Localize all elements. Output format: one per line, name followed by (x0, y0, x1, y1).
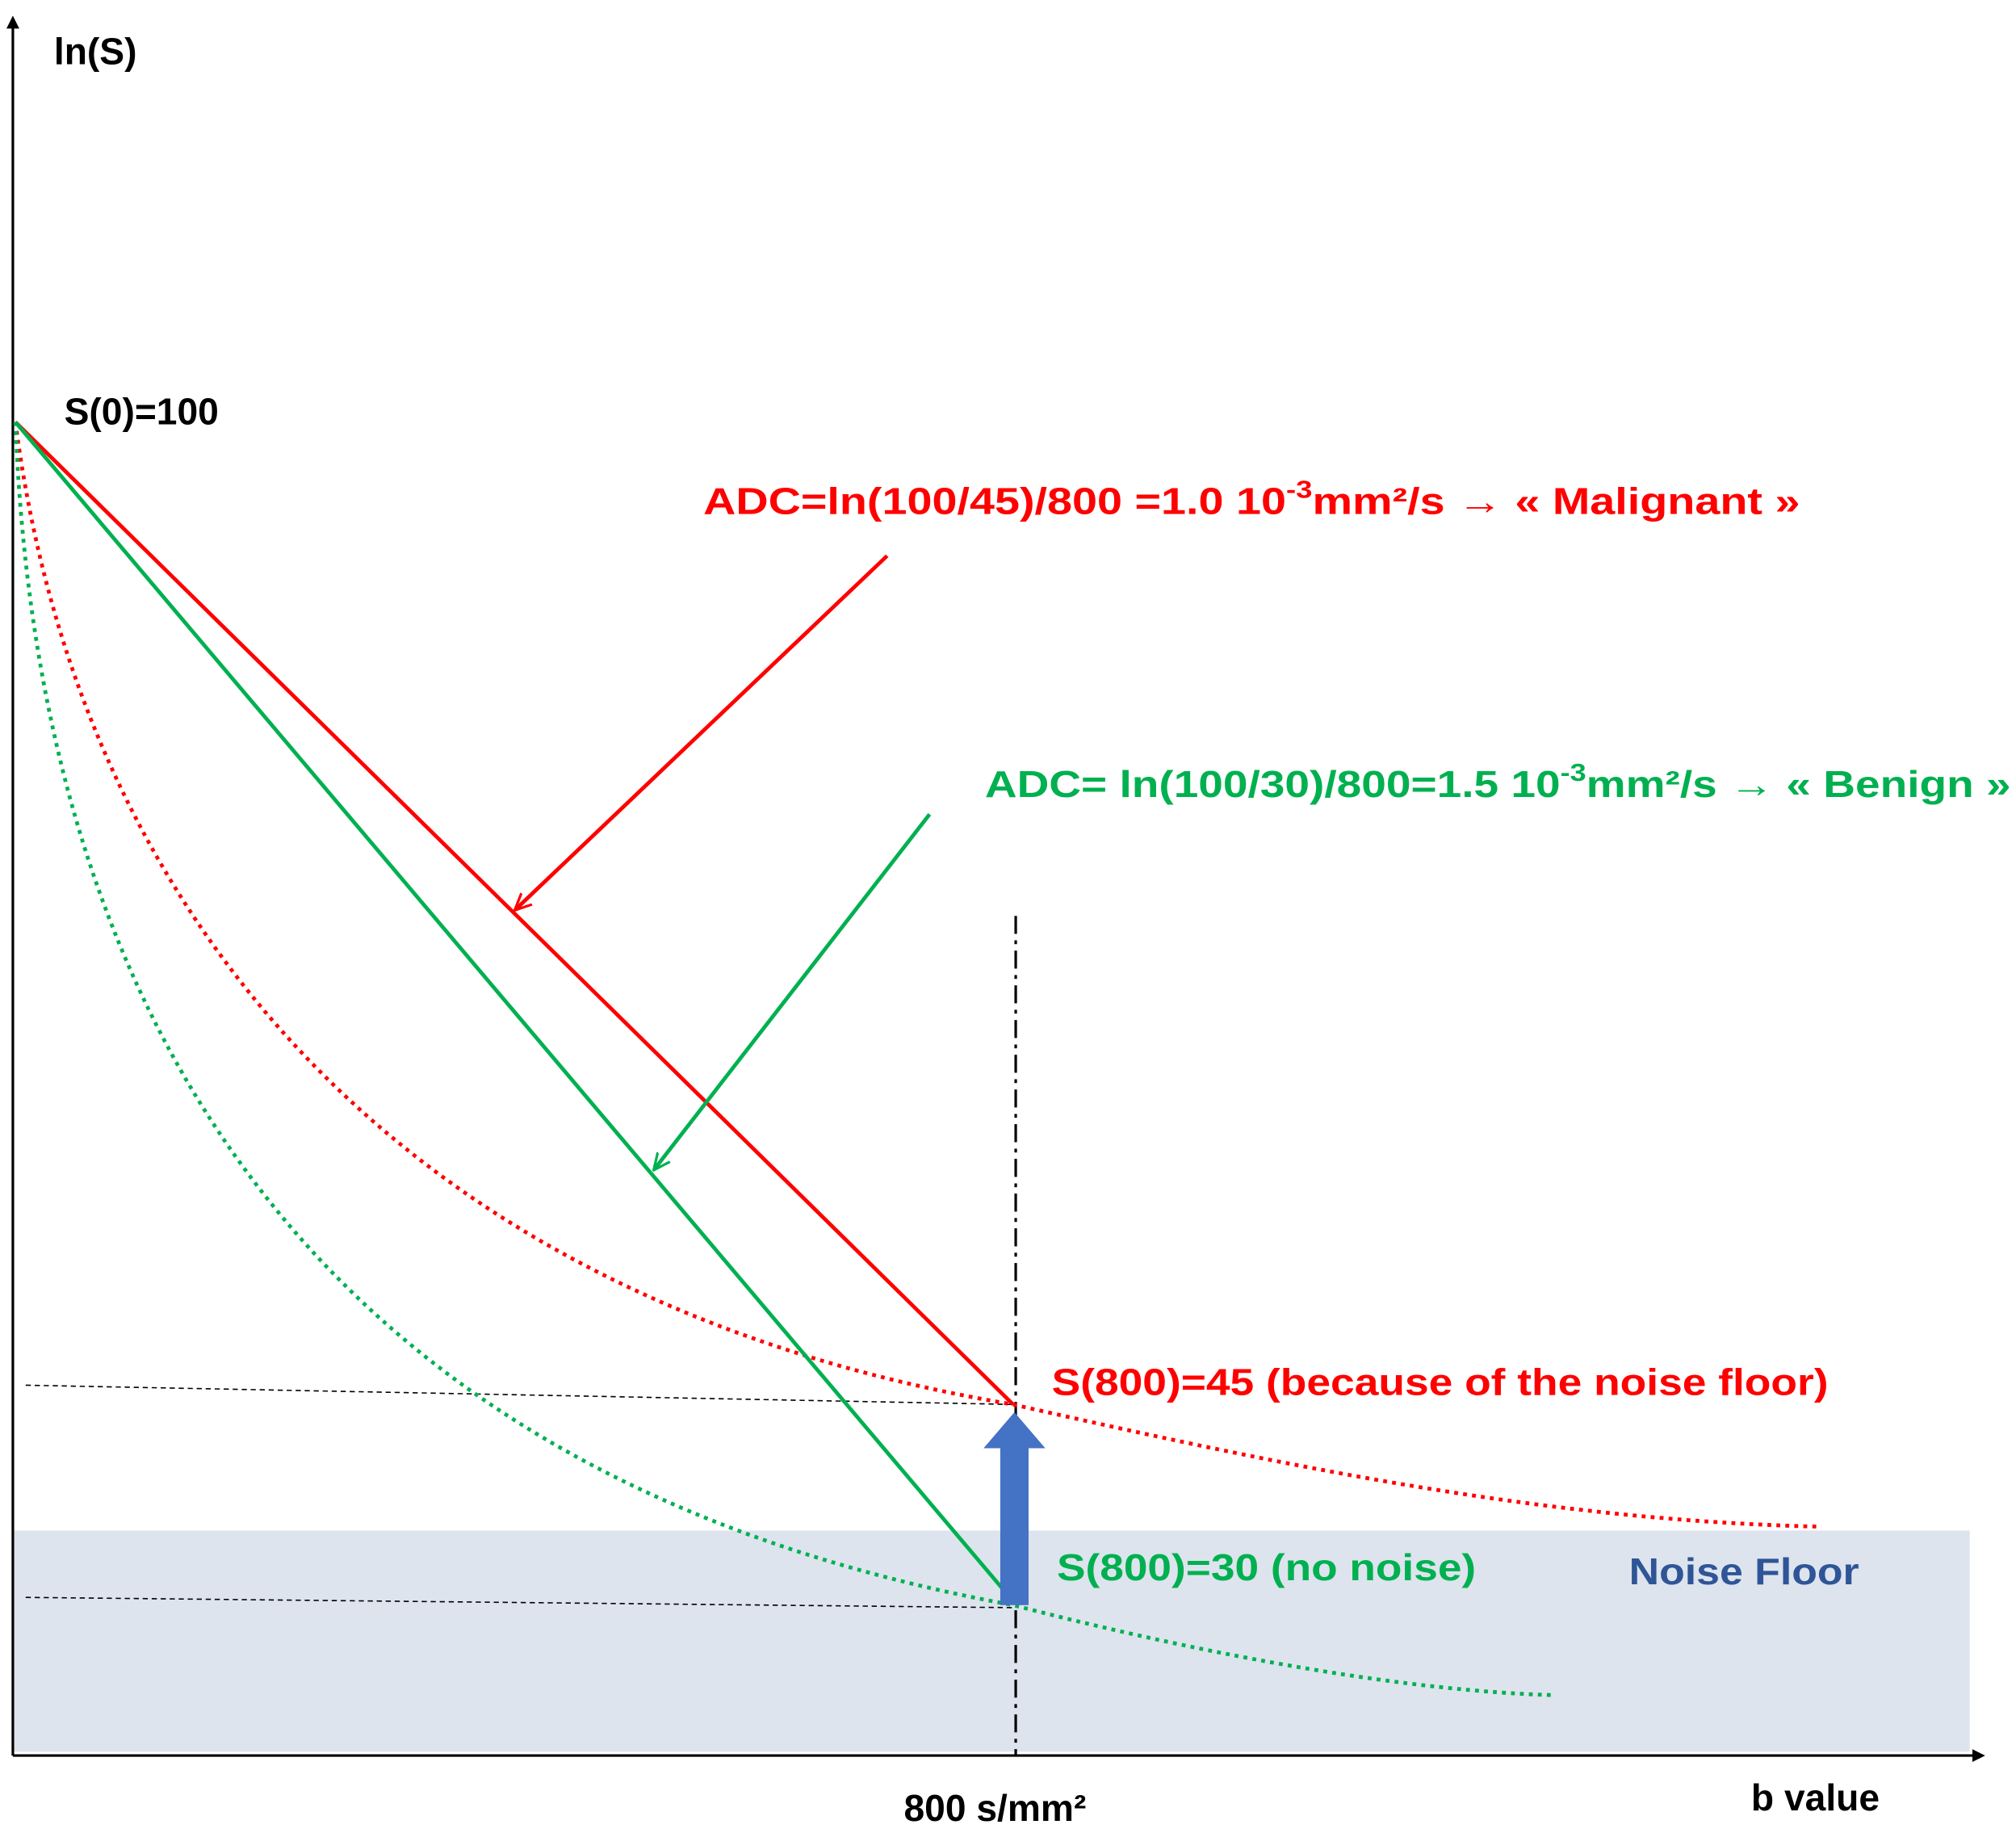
s45-guide (25, 1384, 1016, 1406)
noise-floor-label: Noise Floor (1629, 1550, 1859, 1592)
red-pointer (516, 554, 889, 909)
s800-true-label: S(800)=30 (no noise) (1057, 1546, 1476, 1588)
noise-floor-band (12, 1530, 1970, 1752)
malignant-prefix: ADC=ln(100/45)/800 =1.0 10 (703, 480, 1286, 522)
x-axis-label: b value (1751, 1776, 1880, 1818)
noise-shift-arrow (983, 1411, 1046, 1605)
s800-noise-label: S(800)=45 (because of the noise floor) (1052, 1361, 1829, 1403)
benign-suffix: mm²/s → « Benign » (1586, 763, 2011, 805)
green-curve (13, 422, 1553, 1697)
red-line (14, 420, 1015, 1407)
malignant-suffix: mm²/s → « Malignant » (1313, 480, 1800, 522)
malignant-label: ADC=ln(100/45)/800 =1.0 10 -3 mm²/s → « Ma… (703, 477, 1800, 522)
benign-exponent: -3 (1561, 760, 1586, 786)
green-line (14, 421, 1015, 1603)
s30-guide (25, 1596, 1016, 1609)
x-marker-label: 800 s/mm² (904, 1787, 1087, 1829)
y-axis-label: ln(S) (54, 30, 137, 72)
benign-prefix: ADC= ln(100/30)/800=1.5 10 (985, 763, 1561, 805)
malignant-exponent: -3 (1286, 477, 1312, 504)
s0-label: S(0)=100 (65, 390, 219, 432)
red-curve (13, 422, 1820, 1529)
benign-label: ADC= ln(100/30)/800=1.5 10 -3 mm²/s → « Be… (985, 760, 2011, 805)
green-pointer (655, 812, 932, 1169)
